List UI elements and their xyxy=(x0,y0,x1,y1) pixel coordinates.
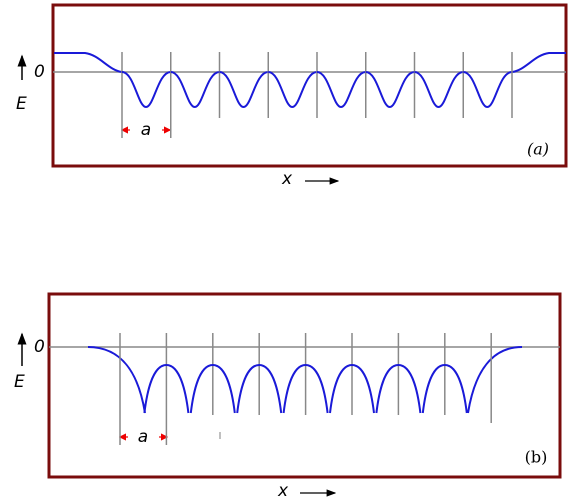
frame xyxy=(47,292,562,479)
panel-b: 0 E a (b) x xyxy=(14,292,562,501)
spacing-label: a xyxy=(138,427,148,447)
zero-label: 0 xyxy=(34,62,45,82)
edge-curve xyxy=(87,346,146,414)
potential-well xyxy=(121,71,172,109)
edge-curve xyxy=(511,52,566,73)
axis-label: x xyxy=(277,481,289,501)
energy-label: E xyxy=(16,94,27,114)
potential-arch xyxy=(375,363,422,414)
potential-arch xyxy=(282,363,329,414)
panel-label: (a) xyxy=(527,140,549,159)
zero-label: 0 xyxy=(34,337,45,357)
potential-well xyxy=(316,71,367,109)
potential-well xyxy=(170,71,220,109)
spacing-label: a xyxy=(141,120,151,140)
potential-well xyxy=(267,71,318,109)
potential-arch xyxy=(329,363,375,414)
potential-arch xyxy=(236,363,283,414)
potential-well xyxy=(365,71,415,109)
potential-well xyxy=(414,71,464,109)
potential-arch xyxy=(421,363,468,414)
potential-well xyxy=(219,71,269,109)
panel-label: (b) xyxy=(525,448,548,467)
potential-arch xyxy=(143,363,190,414)
panel-a: 0 E a (a) x xyxy=(16,3,568,189)
energy-label: E xyxy=(14,372,25,392)
edge-curve xyxy=(54,52,123,73)
potential-arch xyxy=(189,363,236,414)
potential-well xyxy=(462,71,513,109)
frame xyxy=(51,3,568,168)
edge-curve xyxy=(467,346,523,414)
axis-label: x xyxy=(281,169,293,189)
